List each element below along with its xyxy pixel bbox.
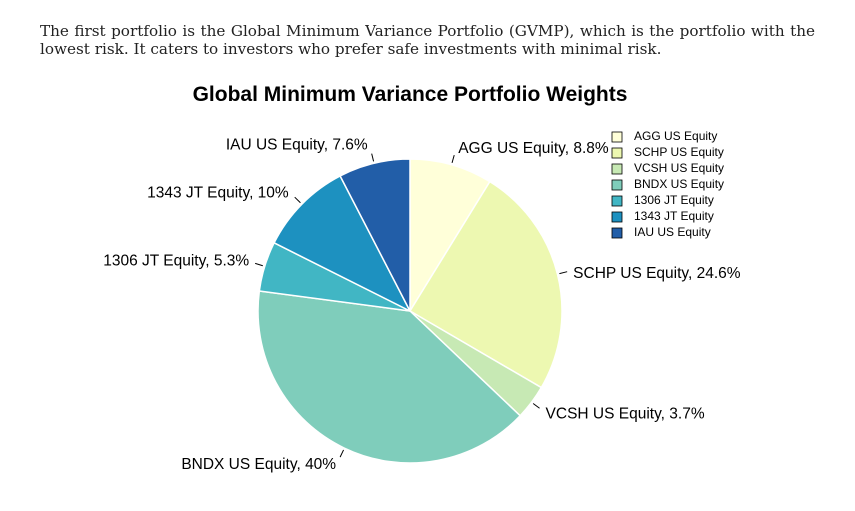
- slice-label: SCHP US Equity, 24.6%: [573, 265, 741, 282]
- leader-line: [559, 271, 568, 275]
- legend-label: 1343 JT Equity: [634, 209, 714, 223]
- legend-label: SCHP US Equity: [634, 145, 724, 159]
- legend-label: IAU US Equity: [634, 225, 711, 239]
- slice-label: 1306 JT Equity, 5.3%: [103, 252, 249, 269]
- legend-swatch: [611, 163, 623, 175]
- chart-title: Global Minimum Variance Portfolio Weight…: [192, 83, 628, 106]
- legend-label: 1306 JT Equity: [634, 193, 714, 207]
- pie-slice-bndx-us-equity: [257, 290, 522, 464]
- pie-slice-agg-us-equity: [409, 158, 491, 314]
- intro-paragraph: The first portfolio is the Global Minimu…: [40, 22, 815, 58]
- leader-line: [294, 196, 301, 204]
- legend-swatch: [611, 179, 623, 191]
- pie-slice-1343-jt-equity: [273, 174, 412, 313]
- pie-labels: AGG US Equity, 8.8% SCHP US Equity, 24.6%…: [103, 137, 741, 474]
- pie-slice-iau-us-equity: [339, 158, 411, 312]
- leader-line: [255, 262, 263, 267]
- legend-label: AGG US Equity: [634, 129, 717, 143]
- pie-slice-schp-us-equity: [408, 180, 563, 389]
- slice-label: BNDX US Equity, 40%: [181, 456, 336, 473]
- leader-line: [371, 153, 375, 162]
- slice-label: IAU US Equity, 7.6%: [226, 137, 368, 154]
- legend-swatch: [611, 211, 623, 223]
- leader-line: [451, 155, 455, 163]
- leader-line: [532, 403, 540, 409]
- legend-swatch: [611, 195, 623, 207]
- legend-swatch: [611, 227, 623, 239]
- slice-label: AGG US Equity, 8.8%: [458, 140, 609, 157]
- chart-legend: AGG US Equity SCHP US Equity VCSH US Equit…: [611, 129, 724, 239]
- pie-slices: [257, 158, 563, 464]
- leader-line: [339, 449, 345, 458]
- legend-label: BNDX US Equity: [634, 177, 724, 191]
- legend-swatch: [611, 131, 623, 143]
- slice-label: 1343 JT Equity, 10%: [147, 184, 289, 201]
- legend-label: VCSH US Equity: [634, 161, 724, 175]
- slice-label: VCSH US Equity, 3.7%: [546, 405, 705, 422]
- legend-swatch: [611, 147, 623, 159]
